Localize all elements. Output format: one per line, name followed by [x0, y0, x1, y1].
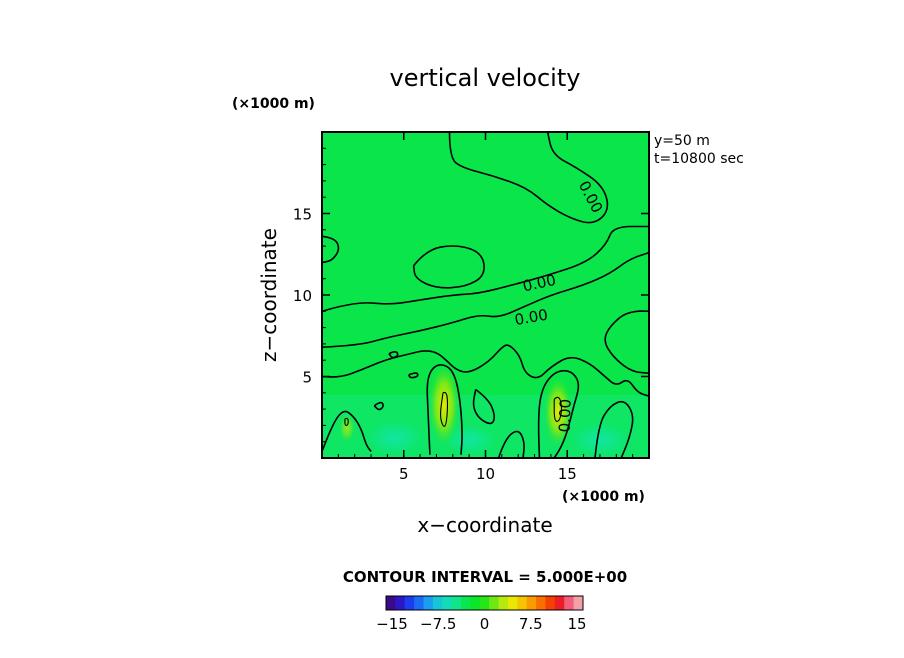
- colorbar-swatch: [404, 596, 415, 610]
- colorbar-swatch: [432, 596, 443, 610]
- chart-title: vertical velocity: [390, 64, 581, 92]
- x-tick-label: 10: [476, 465, 495, 483]
- colorbar-swatch: [507, 596, 518, 610]
- contour-line: [322, 251, 649, 348]
- y-tick-label: 10: [293, 287, 312, 305]
- contour-line: [594, 400, 634, 458]
- x-axis-unit: (×1000 m): [562, 489, 645, 505]
- y-tick-label: 5: [302, 369, 312, 387]
- colorbar-swatch: [554, 596, 565, 610]
- field-downdraft-2: [444, 424, 496, 456]
- y-axis-unit: (×1000 m): [232, 96, 315, 112]
- colorbar-tick-label: 0: [480, 615, 490, 633]
- colorbar-swatch: [451, 596, 462, 610]
- colorbar-frame: [385, 595, 584, 611]
- field-updraft-3: [339, 414, 355, 442]
- contour-line: [407, 372, 419, 379]
- contour-line: [604, 310, 649, 374]
- contour-line: [322, 235, 340, 264]
- plot-area: 0.000.000.000.00: [322, 132, 649, 458]
- colorbar-swatch: [489, 596, 499, 610]
- x-tick-label: 5: [399, 465, 409, 483]
- contour-line: [472, 388, 496, 425]
- colorbar-swatch: [479, 596, 490, 610]
- contour-line: [537, 369, 580, 458]
- contour-line: [448, 132, 609, 224]
- field-updraft-1: [429, 365, 459, 445]
- info-line-y: y=50 m: [654, 133, 710, 149]
- info-line-t: t=10800 sec: [654, 151, 744, 167]
- contour-line: [344, 417, 349, 426]
- contour-label: 0.00: [513, 306, 549, 330]
- colorbar-swatch: [573, 596, 584, 610]
- y-tick-label: 15: [293, 206, 312, 224]
- field-downdraft-1: [365, 420, 425, 456]
- colorbar-swatch: [526, 596, 537, 610]
- x-tick-label: 15: [558, 465, 577, 483]
- colorbar-swatch: [395, 596, 406, 610]
- contour-interval-text: CONTOUR INTERVAL = 5.000E+00: [343, 568, 627, 586]
- colorbar-swatch: [386, 596, 396, 610]
- contour-line: [553, 396, 563, 422]
- colorbar-swatch: [498, 596, 509, 610]
- colorbar: −15 −7.5 0 7.5 15: [376, 595, 587, 633]
- contour-line: [426, 364, 463, 455]
- y-axis-label: z−coordinate: [257, 228, 281, 362]
- contour-line: [388, 351, 399, 359]
- field-updraft-2: [544, 378, 572, 446]
- colorbar-tick-label: 7.5: [519, 615, 543, 633]
- contour-line: [497, 430, 525, 458]
- contour-line: [322, 225, 649, 313]
- colorbar-swatch: [470, 596, 481, 610]
- contour-line: [440, 391, 449, 427]
- y-axis: 5 10 15: [293, 147, 649, 443]
- contour-line: [322, 344, 649, 397]
- field-downdraft-3: [570, 422, 630, 458]
- colorbar-swatch: [461, 596, 471, 610]
- colorbar-swatch: [414, 596, 424, 610]
- contour-line: [373, 401, 384, 411]
- colorbar-swatch: [442, 596, 453, 610]
- colorbar-tick-label: −15: [376, 615, 408, 633]
- contour-label: 0.00: [556, 399, 575, 433]
- contour-line: [412, 245, 485, 289]
- contour-layer: [322, 132, 649, 458]
- colorbar-swatch: [517, 596, 528, 610]
- x-axis: 5 10 15: [337, 132, 634, 483]
- colorbar-swatch: [564, 596, 575, 610]
- colorbar-swatch: [423, 596, 434, 610]
- colorbar-tick-label: 15: [567, 615, 586, 633]
- contour-line: [322, 410, 372, 452]
- colorbar-swatch: [536, 596, 546, 610]
- x-axis-label: x−coordinate: [417, 513, 552, 537]
- colorbar-tick-label: −7.5: [420, 615, 456, 633]
- colorbar-swatch: [545, 596, 556, 610]
